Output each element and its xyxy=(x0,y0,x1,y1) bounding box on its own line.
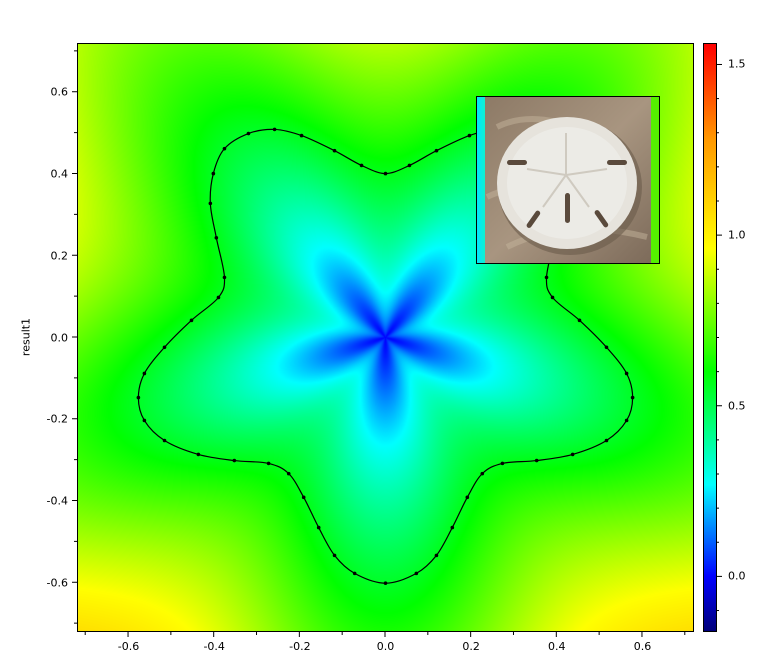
contour-point xyxy=(286,471,291,476)
colorbar-tick-label: 1.5 xyxy=(728,57,746,71)
contour-point xyxy=(332,148,337,153)
contour-point xyxy=(214,235,219,240)
y-tick-label: 0.4 xyxy=(50,167,69,181)
contour-point xyxy=(359,163,364,168)
y-tick-label: 0.0 xyxy=(50,331,69,344)
colorbar-tick-label: 0.0 xyxy=(728,569,746,583)
y-tick-label: 0.6 xyxy=(50,85,69,99)
contour-point xyxy=(450,525,455,530)
y-tick-label: -0.6 xyxy=(46,576,68,590)
x-tick-label: 0.0 xyxy=(376,640,395,653)
contour-point xyxy=(570,452,575,457)
colorbar-tick-label: 0.5 xyxy=(728,399,746,413)
colorbar xyxy=(704,44,716,631)
contour-point xyxy=(544,275,549,280)
contour-point xyxy=(232,458,237,463)
colorbar-tick-label: 1.0 xyxy=(728,228,746,242)
contour-point xyxy=(624,418,629,423)
contour-point xyxy=(266,461,271,466)
contour-point xyxy=(246,131,251,136)
y-tick-label: 0.2 xyxy=(50,249,69,263)
contour-point xyxy=(211,171,216,176)
contour-point xyxy=(550,295,555,300)
contour-point xyxy=(142,418,147,423)
sand-dollar-image xyxy=(477,97,659,263)
sand-dollar-photo xyxy=(476,96,660,264)
contour-point xyxy=(434,148,439,153)
contour-point xyxy=(301,495,306,500)
contour-point xyxy=(480,471,485,476)
contour-point xyxy=(208,201,213,206)
contour-point xyxy=(222,275,227,280)
contour-point xyxy=(162,438,167,443)
contour-point xyxy=(414,571,419,576)
x-tick-label: -0.6 xyxy=(117,640,140,653)
x-tick-label: -0.4 xyxy=(203,640,225,653)
contour-point xyxy=(383,171,388,176)
contour-point xyxy=(467,133,472,138)
contour-point xyxy=(407,163,412,168)
y-tick-label: -0.4 xyxy=(46,494,68,508)
contour-point xyxy=(534,458,539,463)
contour-point xyxy=(352,571,357,576)
contour-point xyxy=(630,395,635,400)
contour-point xyxy=(332,553,337,558)
contour-point xyxy=(500,461,505,466)
contour-point xyxy=(222,146,227,151)
contour-point xyxy=(434,553,439,558)
contour-point xyxy=(624,371,629,376)
contour-point xyxy=(604,438,609,443)
y-axis-label: result1 xyxy=(19,317,33,357)
colorbar-frame xyxy=(703,43,717,632)
contour-point xyxy=(196,452,201,457)
contour-point xyxy=(465,495,470,500)
contour-point xyxy=(383,581,388,585)
contour-point xyxy=(162,345,167,350)
x-tick-label: -0.2 xyxy=(289,640,311,653)
x-tick-label: 0.4 xyxy=(548,640,566,653)
contour-point xyxy=(316,525,321,530)
x-tick-label: 0.6 xyxy=(633,640,652,653)
contour-point xyxy=(216,295,221,300)
contour-point xyxy=(272,127,277,132)
contour-point xyxy=(136,395,141,400)
contour-point xyxy=(299,133,304,138)
contour-point xyxy=(577,318,582,323)
x-tick-label: 0.2 xyxy=(462,640,480,653)
contour-point xyxy=(142,371,147,376)
y-tick-label: -0.2 xyxy=(46,412,68,426)
contour-point xyxy=(189,318,194,323)
contour-point xyxy=(604,345,609,350)
